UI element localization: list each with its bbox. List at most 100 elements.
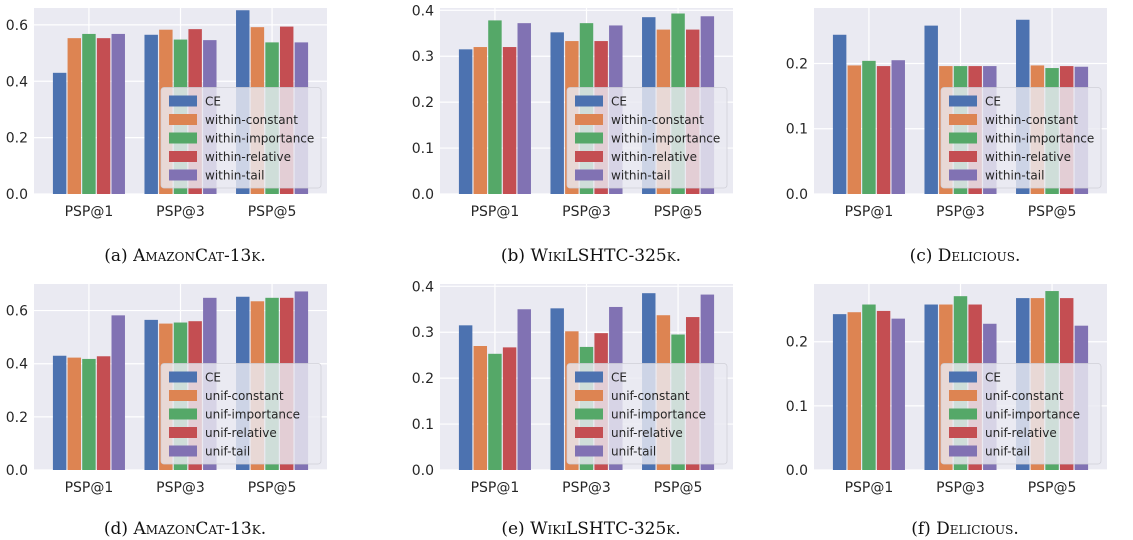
legend-swatch	[169, 390, 197, 401]
x-tick-label: PSP@5	[1028, 480, 1077, 496]
caption-dataset-name: AmazonCat-13k	[133, 519, 261, 539]
bar	[111, 315, 125, 470]
x-tick-label: PSP@3	[936, 480, 985, 496]
legend-swatch	[949, 95, 977, 107]
legend-swatch	[575, 408, 603, 420]
y-tick-label: 0.2	[412, 371, 434, 387]
legend-label: unif-relative	[205, 426, 277, 440]
caption-dataset-name: WikiLSHTC-325k	[530, 246, 676, 266]
bar	[862, 304, 876, 470]
legend-box	[940, 363, 1102, 465]
bar	[502, 47, 517, 195]
caption-suffix: .	[260, 246, 266, 266]
figure-caption: (f) Delicious.	[780, 519, 1133, 539]
legend-label: CE	[985, 95, 1001, 109]
legend: CE within-constant within-importance within…	[160, 87, 322, 189]
chart-panel: 0.0 0.2 0.4 0.6 PSP@1 PSP@3 PSP@5 CE unif-consta…	[0, 284, 333, 502]
legend-swatch	[949, 371, 977, 383]
x-tick-label: PSP@3	[562, 480, 611, 496]
legend-label: CE	[611, 95, 627, 109]
bar-chart: 0.0 0.2 0.4 0.6 PSP@1 PSP@3 PSP@5 CE within-cons…	[6, 8, 327, 220]
x-tick-label: PSP@1	[65, 204, 114, 220]
legend-swatch	[575, 151, 603, 162]
legend: CE unif-constant unif-importance unif-relat…	[566, 363, 728, 465]
legend-label: CE	[205, 95, 221, 109]
legend-label: unif-relative	[611, 426, 683, 440]
y-tick-label: 0.6	[6, 18, 28, 34]
legend-swatch	[949, 151, 977, 162]
legend-label: within-constant	[985, 113, 1078, 127]
legend-label: unif-constant	[205, 389, 284, 403]
y-tick-label: 0.0	[412, 463, 434, 479]
bar	[52, 355, 67, 470]
legend-label: within-importance	[611, 132, 720, 146]
legend-label: unif-importance	[985, 408, 1080, 422]
legend-swatch	[949, 445, 977, 457]
bar	[891, 60, 905, 194]
legend-label: within-importance	[985, 132, 1094, 146]
figure-caption: (a) AmazonCat-13k.	[0, 246, 370, 266]
legend-box	[160, 87, 322, 189]
legend-swatch	[169, 445, 197, 457]
figure-caption: (d) AmazonCat-13k.	[0, 519, 370, 539]
legend-label: CE	[611, 371, 627, 385]
legend-swatch	[575, 427, 603, 438]
legend-label: within-tail	[611, 169, 670, 183]
y-tick-label: 0.6	[6, 304, 28, 320]
bar	[517, 309, 531, 470]
legend-label: unif-constant	[611, 389, 690, 403]
legend-label: unif-importance	[611, 408, 706, 422]
bar	[82, 33, 96, 194]
legend-label: CE	[205, 371, 221, 385]
legend-swatch	[169, 151, 197, 162]
y-tick-label: 0.3	[412, 49, 434, 65]
caption-suffix: .	[260, 519, 267, 539]
bar-chart: 0.0 0.1 0.2 0.3 0.4 PSP@1 PSP@3 PSP@5 CE unif-con…	[412, 279, 733, 496]
y-tick-label: 0.0	[786, 187, 808, 203]
x-tick-label: PSP@5	[654, 480, 703, 496]
legend-label: unif-tail	[205, 445, 250, 459]
caption-dataset-name: Delicious	[937, 246, 1015, 266]
chart-panel: 0.0 0.1 0.2 PSP@1 PSP@3 PSP@5 CE within-constan…	[780, 8, 1113, 226]
x-tick-label: PSP@1	[65, 480, 114, 496]
bar	[832, 314, 847, 470]
legend-box	[940, 87, 1102, 189]
caption-suffix: .	[675, 246, 682, 266]
bar	[111, 33, 125, 194]
bar	[52, 72, 67, 194]
bar	[876, 310, 891, 470]
bar	[847, 65, 862, 194]
y-tick-label: 0.1	[412, 417, 434, 433]
legend-label: unif-tail	[611, 445, 656, 459]
bar	[67, 38, 82, 195]
legend-label: within-relative	[205, 150, 291, 164]
x-tick-label: PSP@5	[248, 480, 297, 496]
legend-label: within-tail	[205, 169, 264, 183]
legend-box	[160, 363, 322, 465]
legend-label: within-importance	[205, 132, 314, 146]
y-tick-label: 0.1	[786, 122, 808, 138]
bar	[458, 325, 473, 470]
chart-panel: 0.0 0.1 0.2 PSP@1 PSP@3 PSP@5 CE unif-constant u…	[780, 284, 1113, 502]
bar-chart: 0.0 0.1 0.2 0.3 0.4 PSP@1 PSP@3 PSP@5 CE within-c…	[412, 3, 733, 220]
bar	[458, 49, 473, 195]
y-tick-label: 0.4	[6, 357, 28, 373]
bar-chart: 0.0 0.1 0.2 PSP@1 PSP@3 PSP@5 CE unif-constant u…	[786, 284, 1107, 496]
legend-swatch	[169, 169, 197, 181]
bar	[144, 34, 158, 194]
x-tick-label: PSP@3	[156, 204, 205, 220]
y-tick-label: 0.0	[6, 463, 28, 479]
legend-label: unif-relative	[985, 426, 1057, 440]
y-tick-label: 0.4	[412, 3, 434, 19]
bar	[67, 357, 82, 470]
y-tick-label: 0.0	[412, 187, 434, 203]
legend-swatch	[575, 95, 603, 107]
legend-label: within-constant	[205, 113, 298, 127]
legend-swatch	[169, 114, 197, 125]
legend-swatch	[575, 390, 603, 401]
bar	[924, 25, 938, 195]
bar	[488, 353, 502, 470]
legend-swatch	[169, 132, 197, 144]
bar	[847, 312, 862, 470]
bar	[891, 318, 905, 470]
